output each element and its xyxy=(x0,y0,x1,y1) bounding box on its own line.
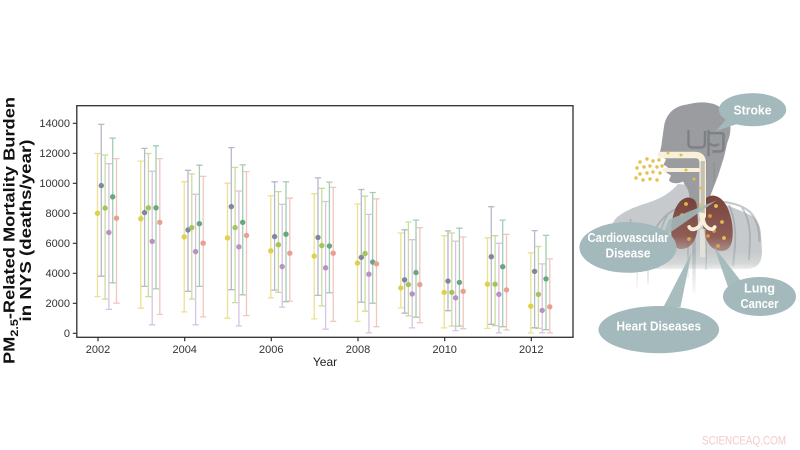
svg-text:2006: 2006 xyxy=(259,344,283,356)
svg-text:Cardiovascular: Cardiovascular xyxy=(588,230,669,245)
svg-text:Cancer: Cancer xyxy=(741,296,779,311)
svg-text:Heart Diseases: Heart Diseases xyxy=(617,319,702,334)
svg-text:2002: 2002 xyxy=(86,344,110,356)
svg-text:2008: 2008 xyxy=(346,344,370,356)
svg-text:14000: 14000 xyxy=(39,118,70,130)
svg-text:Stroke: Stroke xyxy=(734,102,772,117)
svg-text:Lung: Lung xyxy=(744,280,775,295)
svg-text:Disease: Disease xyxy=(606,245,651,260)
svg-text:Year: Year xyxy=(313,355,337,369)
svg-text:PM2.5-Related Mortality Burden: PM2.5-Related Mortality Burden xyxy=(2,97,22,364)
svg-text:in NYS (deaths/year): in NYS (deaths/year) xyxy=(18,140,35,322)
svg-text:12000: 12000 xyxy=(39,148,70,160)
svg-text:4000: 4000 xyxy=(46,268,70,280)
svg-text:8000: 8000 xyxy=(46,208,70,220)
svg-text:2012: 2012 xyxy=(519,344,543,356)
svg-text:2010: 2010 xyxy=(432,344,456,356)
svg-text:0: 0 xyxy=(64,328,70,340)
svg-text:10000: 10000 xyxy=(39,178,70,190)
svg-text:6000: 6000 xyxy=(46,238,70,250)
svg-text:2000: 2000 xyxy=(46,298,70,310)
svg-text:2004: 2004 xyxy=(172,344,196,356)
svg-text:SCIENCEAQ.COM: SCIENCEAQ.COM xyxy=(702,436,786,448)
